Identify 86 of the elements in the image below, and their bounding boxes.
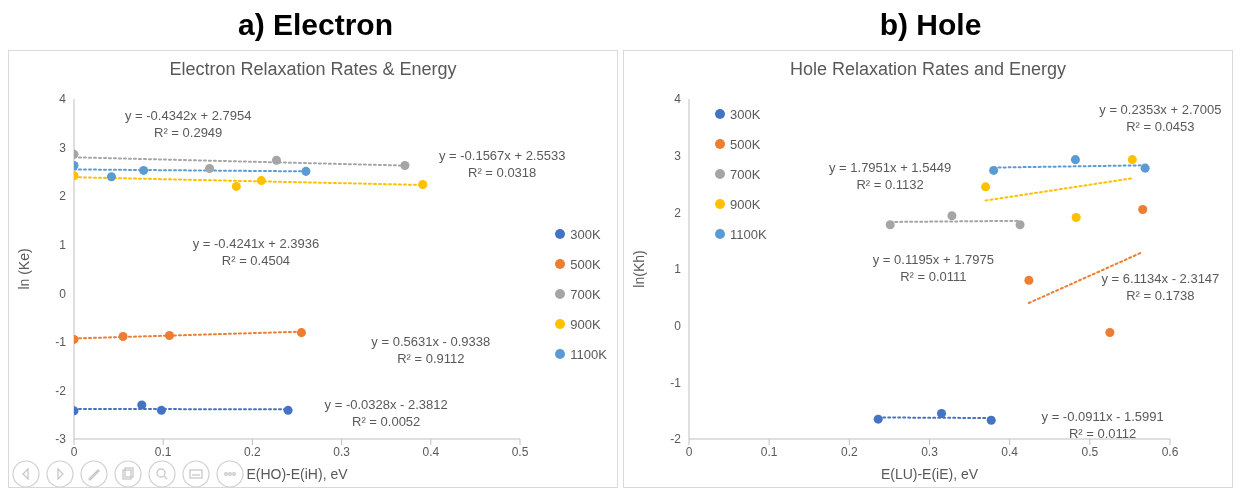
chart-title: b) Hole xyxy=(878,8,983,43)
legend-label: 1100K xyxy=(730,226,767,242)
y-tick-label: -1 xyxy=(55,335,67,350)
y-tick-label: 2 xyxy=(674,205,682,220)
y-tick-label: -3 xyxy=(55,432,67,447)
point xyxy=(986,415,996,425)
y-tick-label: -1 xyxy=(670,375,682,390)
y-tick-label: 4 xyxy=(674,92,682,107)
y-tick-label: 1 xyxy=(59,237,67,252)
y-axis-title: ln(Kh) xyxy=(630,250,647,288)
x-tick-label: 0.3 xyxy=(333,444,351,459)
y-tick-label: 0 xyxy=(674,318,682,333)
y-tick-label: 1 xyxy=(674,262,682,277)
x-tick-label: 0.1 xyxy=(760,444,778,459)
legend-label: 500K xyxy=(730,136,761,152)
point xyxy=(137,400,147,410)
x-tick-label: 0.3 xyxy=(921,444,939,459)
x-tick-label: 0 xyxy=(70,444,78,459)
annotation: y = -0.4342x + 2.7954 R² = 0.2949 xyxy=(124,106,252,141)
annotation: y = 1.7951x + 1.5449 R² = 0.1132 xyxy=(828,159,952,194)
point xyxy=(1015,220,1025,230)
point xyxy=(301,166,311,176)
point xyxy=(989,165,999,175)
point xyxy=(947,211,957,221)
legend-label: 300K xyxy=(730,106,761,122)
point xyxy=(1071,212,1081,222)
annotation: y = -0.4241x + 2.3936 R² = 0.4504 xyxy=(192,234,320,269)
x-tick-label: 0.2 xyxy=(840,444,858,459)
legend-label: 1100K xyxy=(570,346,607,362)
legend-label: 300K xyxy=(570,226,601,242)
point xyxy=(283,405,293,415)
x-tick-label: 0 xyxy=(685,444,693,459)
annotation: y = 0.5631x - 0.9338 R² = 0.9112 xyxy=(371,332,491,367)
point xyxy=(1105,327,1115,337)
point xyxy=(1127,155,1137,165)
annotation: y = 0.2353x + 2.7005 R² = 0.0453 xyxy=(1099,100,1222,135)
legend-label: 900K xyxy=(570,316,601,332)
chart-title: a) Electron xyxy=(236,8,394,43)
y-tick-label: 3 xyxy=(674,148,682,163)
annotation: y = -0.0911x - 1.5991 R² = 0.0112 xyxy=(1041,408,1164,443)
legend-label: 500K xyxy=(570,256,601,272)
point xyxy=(1024,275,1034,285)
y-tick-label: -2 xyxy=(670,432,682,447)
y-tick-label: 0 xyxy=(59,286,67,301)
legend-label: 700K xyxy=(730,166,761,182)
point xyxy=(231,181,241,191)
y-tick-label: 4 xyxy=(59,92,67,107)
point xyxy=(1138,204,1148,215)
point xyxy=(873,414,883,424)
x-tick-label: 0.4 xyxy=(422,444,440,459)
annotation: y = -0.1567x + 2.5533 R² = 0.0318 xyxy=(438,146,566,181)
annotation: y = 6.1134x - 2.3147 R² = 0.1738 xyxy=(1101,269,1220,304)
x-tick-label: 0.6 xyxy=(1161,444,1179,459)
y-axis-title: ln (Ke) xyxy=(15,248,32,290)
point xyxy=(400,161,410,171)
y-tick-label: -2 xyxy=(55,383,67,398)
y-tick-label: 3 xyxy=(59,140,67,155)
annotation: y = 0.1195x + 1.7975 R² = 0.0111 xyxy=(872,250,994,285)
point xyxy=(885,220,895,230)
x-tick-label: 0.2 xyxy=(244,444,262,459)
legend-label: 700K xyxy=(570,286,601,302)
point xyxy=(164,331,174,341)
point xyxy=(981,182,991,192)
x-tick-label: 0.5 xyxy=(511,444,529,459)
point xyxy=(296,328,306,338)
point xyxy=(1070,155,1080,165)
x-axis-title: E(LU)-E(iE), eV xyxy=(880,466,979,482)
point xyxy=(937,408,947,419)
legend-label: 900K xyxy=(730,196,761,212)
point xyxy=(418,179,428,189)
point xyxy=(271,155,281,165)
point xyxy=(106,172,116,182)
chart-subtitle: Hole Relaxation Rates and Energy xyxy=(788,58,1068,81)
annotation: y = -0.0328x - 2.3812 R² = 0.0052 xyxy=(324,396,448,431)
x-tick-label: 0.1 xyxy=(154,444,172,459)
x-axis-title: E(HO)-E(iH), eV xyxy=(246,466,349,482)
point xyxy=(1140,163,1150,173)
y-tick-label: 2 xyxy=(59,189,67,204)
chart-subtitle: Electron Relaxation Rates & Energy xyxy=(168,58,458,81)
point xyxy=(205,163,215,173)
x-tick-label: 0.5 xyxy=(1081,444,1099,459)
point xyxy=(139,165,149,175)
x-tick-label: 0.4 xyxy=(1001,444,1019,459)
point xyxy=(256,176,266,186)
point xyxy=(156,405,166,415)
point xyxy=(118,332,128,342)
